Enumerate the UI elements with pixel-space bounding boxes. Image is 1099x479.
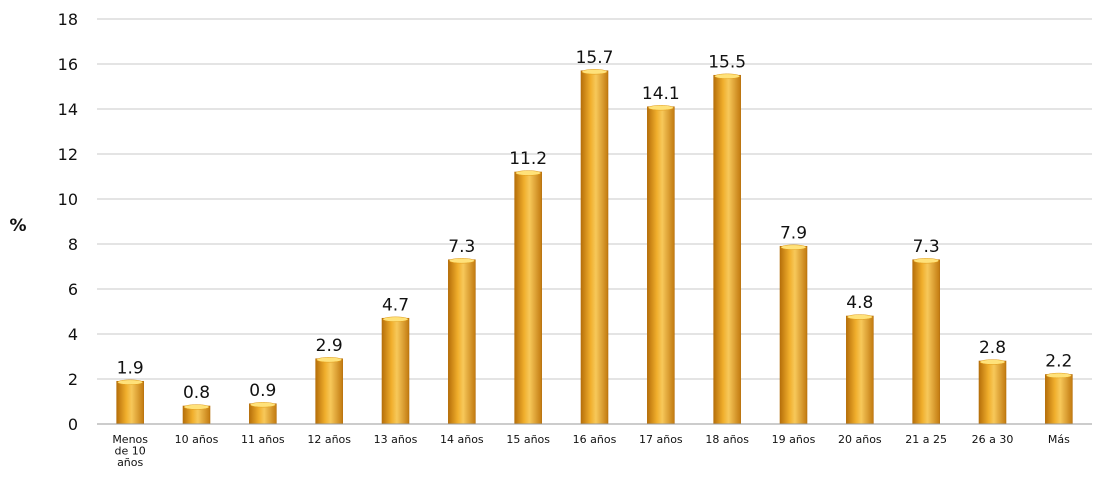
bar-value-label: 2.2: [1045, 352, 1072, 372]
bar-value-label: 2.9: [316, 336, 343, 356]
bar-top: [581, 69, 608, 75]
x-tick-label: 20 años: [838, 433, 882, 446]
bar: [1045, 374, 1073, 425]
bar-top: [847, 314, 873, 320]
bar-top: [979, 359, 1006, 365]
bar-top: [648, 105, 674, 111]
y-axis-label: %: [9, 216, 26, 236]
bar-value-label: 7.3: [448, 237, 475, 257]
y-tick-label: 0: [68, 415, 78, 434]
bar: [448, 259, 476, 425]
x-tick-label: 12 años: [307, 433, 351, 446]
y-axis-tick-labels: 0 2 4 6 8 10 12 14 16 18: [58, 10, 78, 434]
x-tick-label: 26 a 30: [972, 433, 1014, 446]
x-tick-label: 11 años: [241, 433, 285, 446]
bar-value-label: 14.1: [642, 84, 680, 104]
bar: [978, 360, 1007, 425]
bar: [846, 315, 874, 425]
x-tick-label: 10 años: [175, 433, 219, 446]
bar: [315, 358, 343, 425]
bar-value-label: 15.5: [708, 52, 746, 72]
y-tick-label: 10: [58, 190, 78, 209]
bar-value-label: 0.8: [183, 383, 210, 403]
bar-value-label: 7.3: [913, 237, 940, 257]
bar: [713, 74, 741, 425]
x-tick-label: Menos de 10 años: [112, 433, 148, 469]
x-tick-label: Más: [1048, 433, 1070, 446]
x-tick-label: 13 años: [374, 433, 418, 446]
y-tick-label: 12: [58, 145, 78, 164]
x-tick-label: 17 años: [639, 433, 683, 446]
bar-top: [1046, 372, 1072, 379]
bar-top: [449, 258, 475, 264]
bar-value-label: 4.8: [846, 293, 873, 313]
y-tick-label: 4: [68, 325, 78, 344]
bars: [116, 69, 1073, 425]
bar-value-label: 1.9: [117, 358, 144, 378]
bar-top: [250, 402, 276, 408]
bar-value-label: 0.9: [249, 381, 276, 401]
y-tick-label: 16: [58, 55, 78, 74]
bar-value-label: 7.9: [780, 223, 807, 243]
x-tick-label: 16 años: [573, 433, 617, 446]
x-tick-label: 14 años: [440, 433, 484, 446]
bar-value-label: 4.7: [382, 295, 409, 315]
bar-value-label: 15.7: [576, 48, 614, 68]
bar-top: [780, 244, 807, 250]
y-tick-label: 8: [68, 235, 78, 254]
bar-value-label: 2.8: [979, 338, 1006, 358]
bar-value-labels: 1.9 0.8 0.9 2.9 4.7 7.3 11.2 15.7 14.1 15.5 7.9 4.8…: [117, 48, 1073, 403]
bar-top: [117, 379, 143, 385]
y-tick-label: 6: [68, 280, 78, 299]
bar: [580, 70, 609, 425]
x-axis-category-labels: Menos de 10 años 10 años 11 años 12 años 13 añ…: [112, 433, 1070, 469]
y-tick-label: 2: [68, 370, 78, 389]
bar-top: [913, 258, 939, 264]
bar-top: [714, 73, 740, 79]
bar-top: [382, 316, 409, 322]
bar: [779, 245, 808, 425]
bar: [912, 259, 940, 425]
bar: [116, 380, 144, 425]
bar: [647, 106, 675, 425]
y-tick-label: 14: [58, 100, 78, 119]
bar-top: [183, 404, 210, 410]
x-tick-label: 19 años: [772, 433, 816, 446]
x-tick-label: 18 años: [705, 433, 749, 446]
bar: [514, 171, 542, 425]
bar-top: [515, 170, 541, 176]
y-tick-label: 18: [58, 10, 78, 29]
bar: [381, 317, 410, 425]
x-tick-label: 21 a 25: [905, 433, 947, 446]
bar-value-label: 11.2: [509, 149, 547, 169]
bar-top: [316, 357, 342, 363]
x-tick-label: 15 años: [506, 433, 550, 446]
